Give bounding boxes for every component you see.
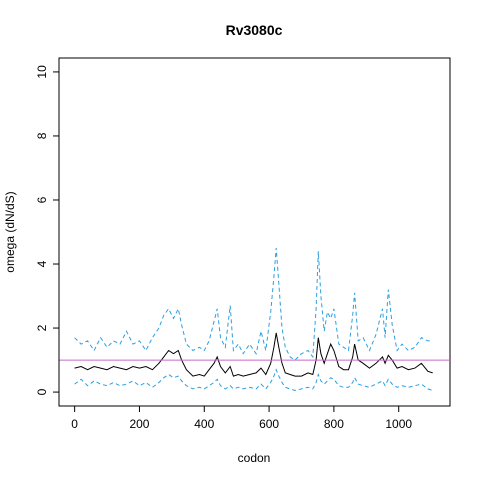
y-tick-label: 4	[35, 260, 49, 267]
series-line-lower	[74, 368, 433, 392]
y-tick-label: 0	[35, 388, 49, 395]
x-tick-label: 400	[194, 417, 214, 431]
x-tick-label: 200	[129, 417, 149, 431]
x-tick-label: 600	[259, 417, 279, 431]
x-tick-label: 800	[324, 417, 344, 431]
y-tick-label: 10	[35, 65, 49, 79]
plot-frame	[58, 57, 451, 407]
chart-title: Rv3080c	[226, 22, 283, 38]
y-axis: 0 2 4 6 8 10	[35, 65, 60, 395]
x-axis-label: codon	[238, 451, 271, 465]
series-line-omega	[74, 332, 433, 377]
y-tick-label: 2	[35, 324, 49, 331]
data-layer	[59, 247, 450, 392]
series-line-upper	[74, 247, 433, 361]
x-tick-label: 0	[71, 417, 78, 431]
x-tick-label: 1000	[385, 417, 412, 431]
x-axis: 0 200 400 600 800 1000	[71, 405, 412, 431]
y-tick-label: 8	[35, 132, 49, 139]
y-axis-label: omega (dN/dS)	[3, 191, 17, 272]
y-tick-label: 6	[35, 196, 49, 203]
